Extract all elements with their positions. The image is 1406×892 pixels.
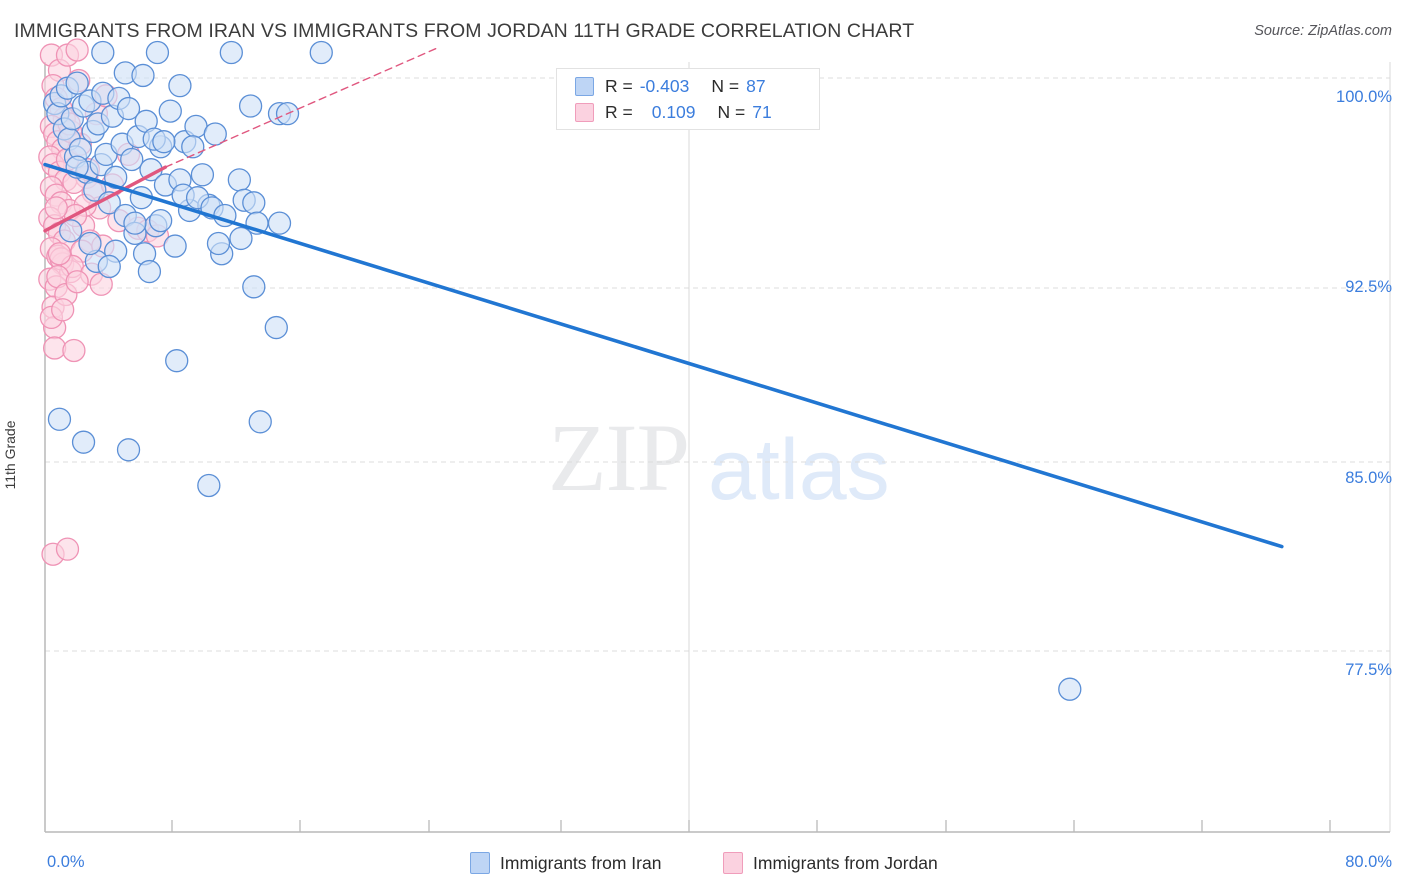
data-point [116,438,141,462]
data-point [227,168,252,192]
trendline-jordan [43,165,168,233]
data-point [59,219,83,243]
data-point [47,242,72,266]
trendline-segment [164,46,440,168]
data-point [238,94,263,118]
data-point [120,147,144,172]
data-point [65,38,89,62]
legend-swatch-jordan-icon [723,852,743,874]
data-point [309,40,333,65]
x-tick-80: 80.0% [1345,853,1392,871]
data-point [131,63,155,88]
data-point [65,270,89,294]
data-point [65,71,89,95]
stat-row-iran: R = -0.403 N = 87 [575,73,766,99]
data-point [145,40,170,65]
data-point [51,298,75,322]
stat-swatch-iran-icon [575,76,594,96]
data-point [55,537,80,561]
data-point [165,349,189,373]
trendline-segment [43,165,168,233]
stat-r-value-jordan: 0.109 [651,101,696,122]
data-point [148,208,173,233]
legend-label-iran: Immigrants from Iran [500,852,662,873]
data-point [123,211,147,235]
data-point [97,254,121,279]
stat-n-label-jordan: N = [717,101,746,122]
data-point [137,259,162,284]
data-point [206,231,231,256]
trendline-jordan-extension [164,46,440,168]
data-point [44,196,68,220]
legend-label-jordan: Immigrants from Jordan [753,852,938,873]
axis-lines [44,62,1391,833]
data-point [91,40,115,65]
y-tick-77-5: 77.5% [1345,661,1392,679]
data-point [163,234,187,258]
data-point [267,211,292,235]
data-point [47,407,72,431]
stat-r-value-iran: -0.403 [639,75,690,96]
stat-row-jordan: R = 0.109 N = 71 [575,99,772,125]
legend-item-iran[interactable]: Immigrants from Iran [470,851,661,875]
data-point [242,191,266,215]
data-point [248,410,272,434]
stat-r-label-jordan: R = [605,101,633,122]
y-tick-100: 100.0% [1336,88,1392,106]
data-point [104,165,128,189]
stat-n-label-iran: N = [711,75,740,96]
data-point [116,96,141,121]
stat-swatch-jordan-icon [575,102,594,122]
data-point [1058,677,1082,701]
trendline-iran [43,162,1284,549]
data-point [42,336,67,360]
data-point [219,40,243,65]
x-tick-0: 0.0% [47,853,85,871]
y-tick-92-5: 92.5% [1345,278,1392,296]
y-tick-85: 85.0% [1345,469,1392,487]
data-point [264,315,288,340]
trendline-segment [43,162,1284,549]
page-title: IMMIGRANTS FROM IRAN VS IMMIGRANTS FROM … [14,20,915,42]
stat-n-value-iran: 87 [746,75,766,96]
legend-swatch-iran-icon [470,852,490,874]
data-point [152,130,176,154]
data-point [62,338,86,363]
data-point [168,73,192,98]
data-point [229,226,253,251]
data-point [197,473,221,498]
data-points-iran [42,40,1082,701]
data-point [71,430,96,454]
stat-n-value-jordan: 71 [752,101,772,122]
data-point [78,231,102,256]
data-point [242,275,266,299]
grid-lines [45,77,1390,652]
legend-item-jordan[interactable]: Immigrants from Jordan [723,851,938,875]
data-point [158,99,182,123]
data-point [190,163,215,187]
source-attribution: Source: ZipAtlas.com [1254,23,1392,39]
correlation-stats-box: R = -0.403 N = 87 R = 0.109 N = 71 [556,68,820,130]
stat-r-label-iran: R = [605,75,633,96]
